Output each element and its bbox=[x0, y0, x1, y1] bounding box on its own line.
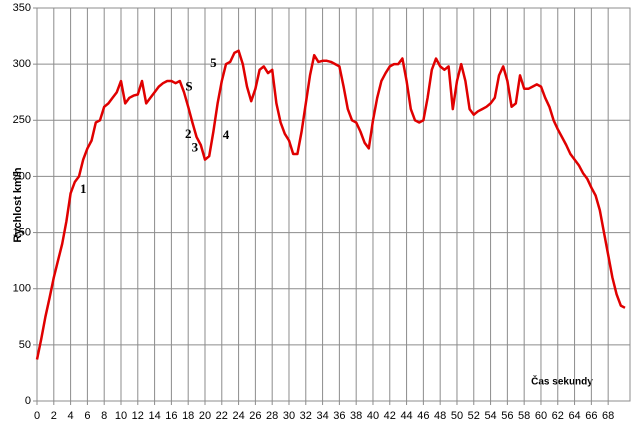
x-tick-label: 14 bbox=[148, 410, 160, 422]
x-tick-label: 24 bbox=[232, 410, 244, 422]
x-tick-label: 30 bbox=[283, 410, 295, 422]
y-tick-label: 350 bbox=[13, 2, 31, 14]
x-tick-label: 60 bbox=[535, 410, 547, 422]
x-tick-label: 0 bbox=[34, 410, 40, 422]
x-tick-label: 38 bbox=[350, 410, 362, 422]
y-tick-label: 100 bbox=[13, 283, 31, 295]
x-tick-label: 2 bbox=[51, 410, 57, 422]
y-tick-label: 0 bbox=[25, 395, 31, 407]
x-tick-label: 16 bbox=[165, 410, 177, 422]
annotation: 1 bbox=[80, 181, 87, 196]
annotation: 5 bbox=[210, 55, 217, 70]
annotation: 3 bbox=[192, 139, 199, 154]
x-tick-label: 22 bbox=[216, 410, 228, 422]
x-tick-label: 54 bbox=[484, 410, 496, 422]
x-tick-label: 32 bbox=[300, 410, 312, 422]
y-tick-label: 50 bbox=[19, 339, 31, 351]
plot-border bbox=[36, 7, 631, 402]
x-tick-label: 48 bbox=[434, 410, 446, 422]
x-tick-label: 62 bbox=[552, 410, 564, 422]
x-tick-label: 8 bbox=[101, 410, 107, 422]
x-tick-label: 52 bbox=[468, 410, 480, 422]
y-tick-label: 300 bbox=[13, 58, 31, 70]
x-tick-label: 6 bbox=[84, 410, 90, 422]
x-axis-label: Čas sekundy bbox=[531, 375, 593, 388]
x-tick-label: 42 bbox=[384, 410, 396, 422]
y-tick-label: 150 bbox=[13, 226, 31, 238]
annotation: S bbox=[185, 79, 192, 94]
x-tick-label: 64 bbox=[568, 410, 580, 422]
x-tick-label: 58 bbox=[518, 410, 530, 422]
y-tick-label: 250 bbox=[13, 114, 31, 126]
y-axis-label: Rychlost km/h bbox=[12, 167, 24, 242]
x-tick-label: 26 bbox=[249, 410, 261, 422]
x-tick-label: 34 bbox=[316, 410, 328, 422]
y-tick-label: 200 bbox=[13, 170, 31, 182]
annotation: 2 bbox=[185, 126, 192, 141]
x-tick-label: 46 bbox=[417, 410, 429, 422]
x-tick-label: 4 bbox=[68, 410, 74, 422]
x-tick-label: 40 bbox=[367, 410, 379, 422]
x-tick-label: 28 bbox=[266, 410, 278, 422]
speed-line bbox=[35, 49, 626, 360]
x-tick-label: 18 bbox=[182, 410, 194, 422]
x-tick-label: 66 bbox=[585, 410, 597, 422]
x-tick-label: 12 bbox=[132, 410, 144, 422]
x-tick-label: 10 bbox=[115, 410, 127, 422]
x-tick-label: 56 bbox=[501, 410, 513, 422]
x-tick-label: 50 bbox=[451, 410, 463, 422]
x-tick-label: 44 bbox=[400, 410, 412, 422]
x-tick-label: 36 bbox=[333, 410, 345, 422]
x-tick-label: 68 bbox=[602, 410, 614, 422]
annotation: 4 bbox=[223, 127, 230, 142]
x-tick-label: 20 bbox=[199, 410, 211, 422]
